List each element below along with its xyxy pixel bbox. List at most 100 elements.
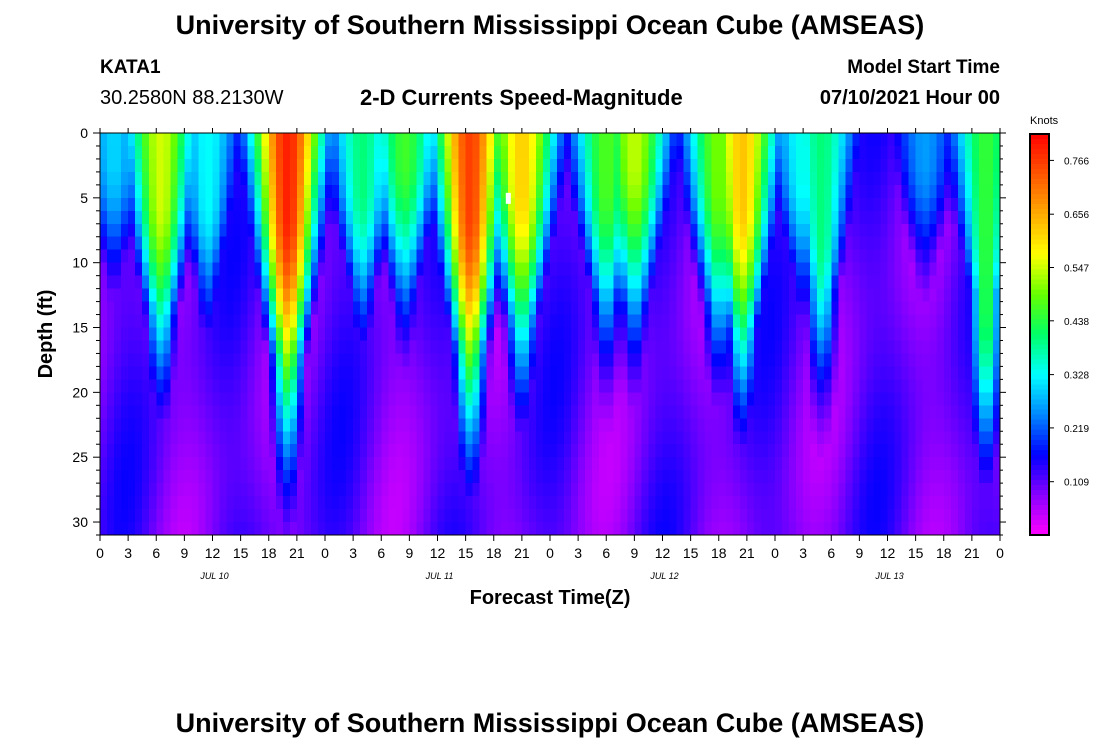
- heatmap-cell: [936, 275, 945, 290]
- heatmap-cell: [718, 483, 727, 497]
- heatmap-cell: [676, 353, 685, 368]
- heatmap-cell: [233, 327, 242, 342]
- heatmap-cell: [725, 340, 734, 355]
- heatmap-cell: [374, 522, 382, 536]
- heatmap-cell: [346, 418, 354, 432]
- heatmap-cell: [226, 366, 235, 380]
- heatmap-cell: [971, 262, 980, 277]
- heatmap-cell: [381, 392, 389, 406]
- heatmap-cell: [170, 353, 178, 368]
- heatmap-cell: [782, 262, 790, 277]
- heatmap-cell: [929, 133, 938, 147]
- colorbar-swatch: [1030, 439, 1049, 446]
- heatmap-cell: [177, 171, 185, 186]
- heatmap-cell: [620, 275, 628, 290]
- heatmap-cell: [219, 353, 228, 368]
- heatmap-cell: [767, 418, 776, 432]
- heatmap-cell: [796, 314, 804, 329]
- heatmap-cell: [690, 457, 699, 471]
- heatmap-cell: [156, 509, 164, 523]
- heatmap-cell: [571, 353, 579, 368]
- heatmap-cell: [233, 392, 242, 406]
- heatmap-cell: [824, 301, 832, 316]
- heatmap-cell: [753, 431, 762, 445]
- heatmap-cell: [191, 431, 200, 445]
- heatmap-cell: [908, 392, 917, 406]
- heatmap-cell: [261, 353, 270, 368]
- heatmap-cell: [627, 301, 635, 316]
- heatmap-cell: [514, 158, 523, 173]
- heatmap-cell: [936, 197, 945, 212]
- heatmap-cell: [367, 470, 375, 484]
- heatmap-cell: [114, 327, 122, 342]
- heatmap-cell: [866, 431, 875, 445]
- heatmap-cell: [437, 145, 446, 160]
- heatmap-cell: [409, 197, 418, 212]
- model-start-value: 07/10/2021 Hour 00: [819, 87, 1000, 109]
- heatmap-cell: [943, 405, 952, 419]
- heatmap-cell: [824, 509, 832, 523]
- colorbar-swatch: [1030, 494, 1049, 501]
- heatmap-cell: [746, 431, 755, 445]
- heatmap-cell: [767, 379, 776, 393]
- heatmap-cell: [796, 405, 804, 419]
- heatmap-cell: [775, 444, 783, 458]
- heatmap-cell: [641, 223, 650, 238]
- heatmap-cell: [261, 470, 270, 484]
- heatmap-cell: [275, 301, 284, 316]
- heatmap-cell: [156, 223, 164, 238]
- colorbar-tick-label: 0.109: [1064, 478, 1089, 489]
- heatmap-cell: [177, 431, 185, 445]
- heatmap-cell: [550, 262, 558, 277]
- colorbar-swatch: [1030, 204, 1049, 210]
- heatmap-cell: [514, 236, 523, 251]
- heatmap-cell: [451, 301, 460, 316]
- x-tick-label: 3: [124, 545, 132, 561]
- heatmap-cell: [992, 418, 1001, 432]
- heatmap-cell: [690, 197, 699, 212]
- heatmap-cell: [261, 249, 270, 264]
- heatmap-cell: [254, 210, 263, 225]
- colorbar-swatch: [1030, 324, 1049, 331]
- heatmap-cell: [395, 249, 403, 264]
- heatmap-cell: [170, 457, 178, 471]
- heatmap-cell: [838, 444, 846, 458]
- heatmap-cell: [142, 418, 150, 432]
- heatmap-cell: [831, 522, 839, 536]
- heatmap-cell: [500, 392, 509, 406]
- heatmap-cell: [838, 275, 846, 290]
- heatmap-cell: [233, 470, 242, 484]
- heatmap-cell: [233, 431, 242, 445]
- heatmap-cell: [641, 262, 650, 277]
- heatmap-cell: [936, 405, 945, 419]
- heatmap-cell: [950, 145, 959, 160]
- heatmap-cell: [423, 301, 432, 316]
- heatmap-cell: [599, 249, 607, 264]
- heatmap-cell: [240, 496, 249, 510]
- heatmap-cell: [521, 379, 530, 393]
- heatmap-cell: [950, 133, 959, 147]
- heatmap-cell: [985, 158, 994, 173]
- heatmap-cell: [732, 314, 741, 329]
- heatmap-cell: [767, 145, 776, 160]
- heatmap-cell: [121, 275, 129, 290]
- heatmap-cell: [571, 522, 579, 536]
- x-tick-label: 12: [205, 545, 221, 561]
- heatmap-cell: [219, 197, 228, 212]
- heatmap-cell: [775, 366, 783, 380]
- heatmap-cell: [557, 262, 565, 277]
- heatmap-cell: [128, 444, 136, 458]
- heatmap-cell: [929, 288, 938, 303]
- heatmap-cell: [627, 470, 635, 484]
- heatmap-cell: [128, 158, 136, 173]
- heatmap-cell: [873, 405, 882, 419]
- heatmap-cell: [964, 327, 973, 342]
- heatmap-cell: [339, 197, 347, 212]
- colorbar-swatch: [1030, 434, 1049, 441]
- heatmap-cell: [395, 340, 403, 355]
- heatmap-cell: [894, 522, 903, 536]
- heatmap-cell: [859, 405, 868, 419]
- heatmap-cell: [901, 470, 910, 484]
- heatmap-cell: [950, 392, 959, 406]
- heatmap-cell: [121, 496, 129, 510]
